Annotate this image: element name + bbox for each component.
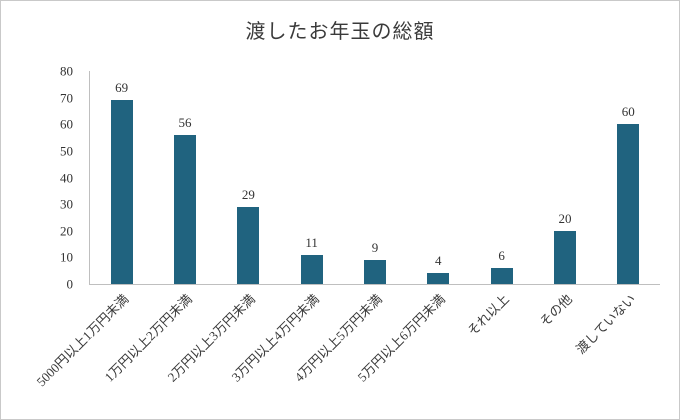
y-tick-label: 50 <box>60 143 73 159</box>
bar-group: 4 5万円以上6万円未満 <box>355 71 470 385</box>
y-tick-label: 60 <box>60 116 73 132</box>
bar-value-label: 4 <box>435 253 442 269</box>
bar-group: 56 1万円以上2万円未満 <box>102 71 216 385</box>
y-tick-label: 30 <box>60 196 73 212</box>
bar <box>173 134 196 284</box>
bar-group: 9 4万円以上5万円未満 <box>292 71 406 385</box>
x-axis-label: それ以上 <box>464 291 512 339</box>
bar-value-label: 56 <box>178 114 192 130</box>
bar <box>237 206 260 284</box>
x-axis-label: 渡していない <box>572 291 639 357</box>
bar <box>300 254 323 284</box>
y-tick-label: 40 <box>60 170 73 185</box>
bar <box>110 100 133 284</box>
bar <box>490 268 513 284</box>
y-axis: 0 10 20 30 40 50 60 70 80 <box>31 65 81 291</box>
bar-group: 29 2万円以上3万円未満 <box>165 71 280 385</box>
y-tick-label: 80 <box>60 63 73 79</box>
bar-value-label: 9 <box>371 240 379 256</box>
y-tick-label: 20 <box>60 223 73 239</box>
plot-area: 69 5000円以上1万円未満 56 1万円以上2万円未満 29 2万円以上3万円未満 11… <box>34 71 660 389</box>
bar-value-label: 6 <box>498 248 505 264</box>
x-axis-label: その他 <box>536 291 575 330</box>
bar-group: 11 3万円以上4万円未満 <box>228 71 343 385</box>
bar-value-label: 29 <box>241 186 255 202</box>
bar <box>427 273 450 284</box>
bar-group: 6 それ以上 <box>464 71 533 339</box>
bar <box>617 124 640 284</box>
bar <box>553 230 576 284</box>
bar-value-label: 20 <box>558 210 572 226</box>
y-tick-label: 10 <box>60 249 73 265</box>
chart-title: 渡したお年玉の総額 <box>245 21 435 43</box>
bar-group: 69 5000円以上1万円未満 <box>34 71 153 389</box>
bar-value-label: 11 <box>305 234 318 250</box>
y-tick-label: 70 <box>60 90 73 106</box>
bar-value-label: 60 <box>621 104 635 120</box>
bar-group: 20 その他 <box>533 71 596 329</box>
bar <box>363 260 386 284</box>
bar-group: 60 渡していない <box>573 71 660 357</box>
y-tick-label: 0 <box>66 276 74 292</box>
bars-container: 69 5000円以上1万円未満 56 1万円以上2万円未満 29 2万円以上3万円未満 11… <box>34 71 660 389</box>
bar-value-label: 69 <box>115 80 129 96</box>
